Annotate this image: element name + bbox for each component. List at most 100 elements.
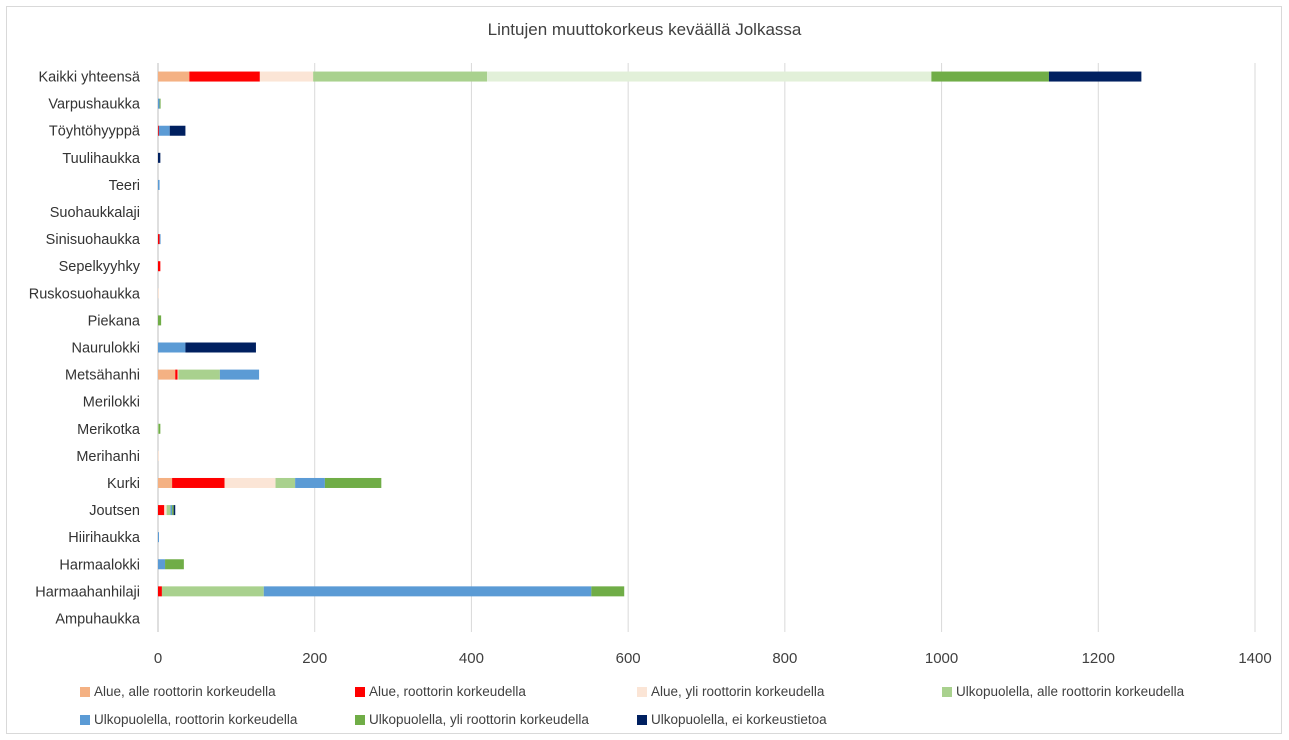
bar-segment (259, 71, 314, 82)
legend-item: Ulkopuolella, ei korkeustietoa (637, 712, 827, 727)
bar-segment (1048, 71, 1142, 82)
bar-segment (158, 125, 170, 136)
legend-swatch (355, 714, 365, 725)
legend-label: Alue, yli roottorin korkeudella (651, 684, 825, 699)
legend-swatch (80, 686, 90, 697)
bar-segment (158, 125, 159, 136)
bar-segment (158, 152, 161, 163)
bar-segment (159, 98, 161, 109)
bar-segment (161, 586, 264, 597)
bar-segment (172, 477, 225, 488)
category-label: Varpushaukka (48, 97, 141, 113)
category-label: Harmaahanhilaji (35, 584, 140, 600)
category-label: Joutsen (89, 503, 140, 519)
bar-segment (487, 71, 932, 82)
category-label: Merihanhi (76, 449, 140, 465)
category-label: Merilokki (83, 395, 140, 411)
legend-swatch (80, 714, 90, 725)
bar-segment (172, 505, 174, 516)
x-tick-label: 800 (772, 650, 797, 667)
legend-item: Ulkopuolella, alle roottorin korkeudella (942, 684, 1184, 699)
bar-segment (165, 559, 184, 570)
bar-segment (224, 477, 276, 488)
x-tick-label: 600 (616, 650, 641, 667)
category-label: Suohaukkalaji (50, 205, 140, 221)
bar-segment (158, 369, 176, 380)
bar-segment (158, 532, 159, 543)
legend-label: Ulkopuolella, alle roottorin korkeudella (956, 684, 1185, 699)
legend-label: Ulkopuolella, roottorin korkeudella (94, 712, 298, 727)
bar-segment (313, 71, 488, 82)
bar-segment (158, 342, 186, 353)
x-tick-label: 400 (459, 650, 484, 667)
category-label: Merikotka (77, 422, 141, 438)
category-label: Ruskosuohaukka (29, 286, 141, 302)
category-label: Teeri (109, 178, 140, 194)
chart-title: Lintujen muuttokorkeus keväällä Jolkassa (487, 20, 802, 39)
bar-segment (169, 125, 186, 136)
category-label: Sinisuohaukka (46, 232, 141, 248)
category-label: Metsähanhi (65, 368, 140, 384)
category-label: Piekana (88, 313, 141, 329)
category-label: Hiirihaukka (68, 530, 141, 546)
bar-segment (324, 477, 382, 488)
x-tick-label: 1200 (1082, 650, 1115, 667)
legend-label: Alue, roottorin korkeudella (369, 684, 526, 699)
bar-segment (158, 315, 162, 326)
legend-label: Ulkopuolella, yli roottorin korkeudella (369, 712, 589, 727)
bar-segment (178, 369, 220, 380)
legend-swatch (355, 686, 365, 697)
category-label: Sepelkyyhky (59, 259, 141, 275)
bar-segment (158, 234, 160, 245)
bar-segment (185, 342, 256, 353)
legend-item: Alue, alle roottorin korkeudella (80, 684, 276, 699)
x-tick-label: 1400 (1238, 650, 1271, 667)
bars (158, 71, 1142, 597)
bar-segment (295, 477, 325, 488)
legend-item: Alue, yli roottorin korkeudella (637, 684, 824, 699)
legend-item: Ulkopuolella, yli roottorin korkeudella (355, 712, 589, 727)
bar-segment (158, 288, 159, 299)
bar-segment (275, 477, 296, 488)
bar-segment (189, 71, 260, 82)
bar-segment (591, 586, 625, 597)
bar-segment (219, 369, 260, 380)
bar-segment (158, 586, 162, 597)
bar-segment (158, 98, 160, 109)
bar-segment (175, 369, 178, 380)
bar-segment (158, 559, 166, 570)
legend-swatch (637, 686, 647, 697)
bar-segment (158, 423, 159, 434)
category-label: Kurki (107, 476, 140, 492)
category-label: Harmaalokki (59, 557, 140, 573)
bar-segment (158, 423, 161, 434)
category-label: Ampuhaukka (55, 611, 141, 627)
bar-segment (159, 234, 161, 245)
bar-segment (263, 586, 592, 597)
category-labels: Kaikki yhteensä Varpushaukka Töyhtöhyyppä T… (29, 70, 141, 628)
category-label: Naurulokki (72, 341, 141, 357)
bar-segment (158, 179, 160, 190)
category-label: Töyhtöhyyppä (49, 124, 141, 140)
legend-swatch (942, 686, 952, 697)
legend-swatch (637, 714, 647, 725)
gridlines (157, 63, 1256, 632)
legend-label: Ulkopuolella, ei korkeustietoa (651, 712, 827, 727)
bar-segment (158, 261, 161, 272)
bar-segment (158, 450, 159, 461)
bar-segment (158, 505, 165, 516)
x-tick-label: 0 (154, 650, 162, 667)
bar-segment (177, 369, 179, 380)
x-tick-labels: 0 200 400 600 800 1000 1200 1400 (154, 650, 1272, 667)
bar-segment (166, 505, 171, 516)
category-label: Tuulihaukka (62, 151, 141, 167)
x-tick-label: 200 (302, 650, 327, 667)
chart-frame (6, 6, 1282, 734)
legend-item: Ulkopuolella, roottorin korkeudella (80, 712, 297, 727)
x-tick-label: 1000 (925, 650, 958, 667)
bar-segment (164, 505, 167, 516)
bar-segment (170, 505, 173, 516)
bar-segment (931, 71, 1049, 82)
category-label: Kaikki yhteensä (38, 70, 140, 86)
